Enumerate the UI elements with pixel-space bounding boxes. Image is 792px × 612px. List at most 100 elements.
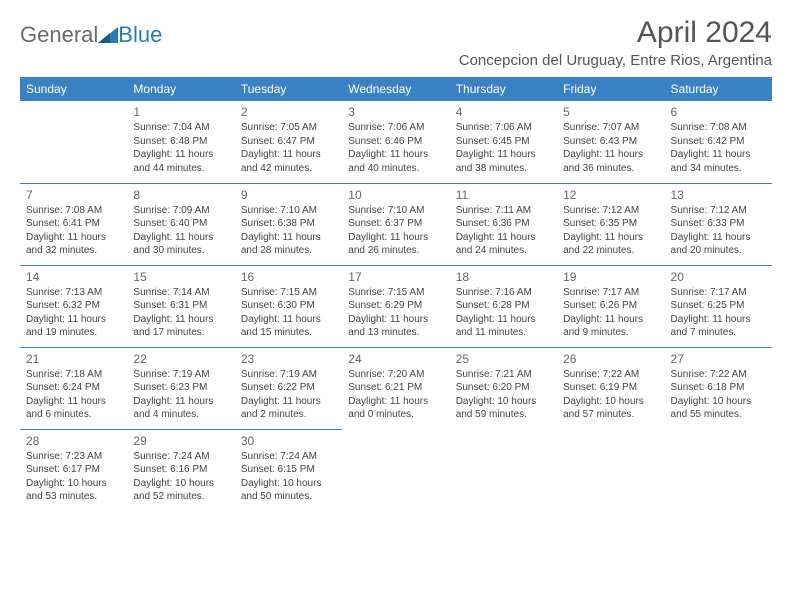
daylight-line: Daylight: 11 hours and 30 minutes. [133,231,228,258]
day-number: 14 [26,269,121,285]
sunrise-line: Sunrise: 7:14 AM [133,286,228,300]
calendar-cell: 18Sunrise: 7:16 AMSunset: 6:28 PMDayligh… [450,265,557,347]
calendar-cell: 3Sunrise: 7:06 AMSunset: 6:46 PMDaylight… [342,101,449,183]
day-number: 26 [563,351,658,367]
calendar-cell [342,429,449,511]
calendar-cell: 23Sunrise: 7:19 AMSunset: 6:22 PMDayligh… [235,347,342,429]
day-number: 3 [348,104,443,120]
month-title: April 2024 [459,16,772,50]
sunrise-line: Sunrise: 7:16 AM [456,286,551,300]
calendar-grid: SundayMondayTuesdayWednesdayThursdayFrid… [20,77,772,511]
day-number: 22 [133,351,228,367]
daylight-line: Daylight: 11 hours and 26 minutes. [348,231,443,258]
day-number: 5 [563,104,658,120]
sunset-line: Sunset: 6:23 PM [133,381,228,395]
sunset-line: Sunset: 6:45 PM [456,135,551,149]
sunrise-line: Sunrise: 7:19 AM [241,368,336,382]
daylight-line: Daylight: 11 hours and 28 minutes. [241,231,336,258]
calendar-cell: 25Sunrise: 7:21 AMSunset: 6:20 PMDayligh… [450,347,557,429]
day-number: 19 [563,269,658,285]
weekday-header: Friday [557,77,664,101]
sunset-line: Sunset: 6:21 PM [348,381,443,395]
title-block: April 2024 Concepcion del Uruguay, Entre… [459,16,772,69]
daylight-line: Daylight: 10 hours and 59 minutes. [456,395,551,422]
day-number: 30 [241,433,336,449]
logo-text-general: General [20,22,98,48]
daylight-line: Daylight: 11 hours and 2 minutes. [241,395,336,422]
day-number: 27 [671,351,766,367]
calendar-cell: 2Sunrise: 7:05 AMSunset: 6:47 PMDaylight… [235,101,342,183]
calendar-cell: 17Sunrise: 7:15 AMSunset: 6:29 PMDayligh… [342,265,449,347]
day-number: 13 [671,187,766,203]
weekday-header: Thursday [450,77,557,101]
sunset-line: Sunset: 6:43 PM [563,135,658,149]
daylight-line: Daylight: 11 hours and 32 minutes. [26,231,121,258]
daylight-line: Daylight: 11 hours and 4 minutes. [133,395,228,422]
calendar-cell: 22Sunrise: 7:19 AMSunset: 6:23 PMDayligh… [127,347,234,429]
sunset-line: Sunset: 6:19 PM [563,381,658,395]
sunset-line: Sunset: 6:26 PM [563,299,658,313]
calendar-cell: 10Sunrise: 7:10 AMSunset: 6:37 PMDayligh… [342,183,449,265]
calendar-cell: 27Sunrise: 7:22 AMSunset: 6:18 PMDayligh… [665,347,772,429]
sunset-line: Sunset: 6:46 PM [348,135,443,149]
sunrise-line: Sunrise: 7:06 AM [456,121,551,135]
sunset-line: Sunset: 6:35 PM [563,217,658,231]
day-number: 21 [26,351,121,367]
day-number: 8 [133,187,228,203]
sunset-line: Sunset: 6:28 PM [456,299,551,313]
daylight-line: Daylight: 11 hours and 19 minutes. [26,313,121,340]
sunrise-line: Sunrise: 7:12 AM [671,204,766,218]
sunset-line: Sunset: 6:25 PM [671,299,766,313]
sunrise-line: Sunrise: 7:10 AM [348,204,443,218]
calendar-cell: 16Sunrise: 7:15 AMSunset: 6:30 PMDayligh… [235,265,342,347]
location-text: Concepcion del Uruguay, Entre Rios, Arge… [459,52,772,69]
sunset-line: Sunset: 6:42 PM [671,135,766,149]
sunrise-line: Sunrise: 7:20 AM [348,368,443,382]
calendar-cell: 1Sunrise: 7:04 AMSunset: 6:48 PMDaylight… [127,101,234,183]
weekday-header: Sunday [20,77,127,101]
day-number: 24 [348,351,443,367]
sunrise-line: Sunrise: 7:11 AM [456,204,551,218]
sunset-line: Sunset: 6:48 PM [133,135,228,149]
daylight-line: Daylight: 10 hours and 55 minutes. [671,395,766,422]
sunset-line: Sunset: 6:24 PM [26,381,121,395]
sunrise-line: Sunrise: 7:22 AM [671,368,766,382]
sunset-line: Sunset: 6:16 PM [133,463,228,477]
sunset-line: Sunset: 6:47 PM [241,135,336,149]
daylight-line: Daylight: 11 hours and 40 minutes. [348,148,443,175]
daylight-line: Daylight: 10 hours and 52 minutes. [133,477,228,504]
daylight-line: Daylight: 10 hours and 50 minutes. [241,477,336,504]
weekday-header: Monday [127,77,234,101]
sunrise-line: Sunrise: 7:19 AM [133,368,228,382]
sunrise-line: Sunrise: 7:21 AM [456,368,551,382]
calendar-cell: 24Sunrise: 7:20 AMSunset: 6:21 PMDayligh… [342,347,449,429]
sunset-line: Sunset: 6:20 PM [456,381,551,395]
daylight-line: Daylight: 11 hours and 20 minutes. [671,231,766,258]
calendar-cell: 26Sunrise: 7:22 AMSunset: 6:19 PMDayligh… [557,347,664,429]
day-number: 23 [241,351,336,367]
weekday-header: Tuesday [235,77,342,101]
sunrise-line: Sunrise: 7:23 AM [26,450,121,464]
calendar-cell [450,429,557,511]
calendar-cell: 8Sunrise: 7:09 AMSunset: 6:40 PMDaylight… [127,183,234,265]
calendar-body: 1Sunrise: 7:04 AMSunset: 6:48 PMDaylight… [20,101,772,511]
sunset-line: Sunset: 6:38 PM [241,217,336,231]
calendar-cell: 20Sunrise: 7:17 AMSunset: 6:25 PMDayligh… [665,265,772,347]
day-number: 18 [456,269,551,285]
sunrise-line: Sunrise: 7:04 AM [133,121,228,135]
logo-triangle-icon [98,27,118,48]
sunset-line: Sunset: 6:37 PM [348,217,443,231]
sunset-line: Sunset: 6:31 PM [133,299,228,313]
calendar-cell: 29Sunrise: 7:24 AMSunset: 6:16 PMDayligh… [127,429,234,511]
calendar-header-row: SundayMondayTuesdayWednesdayThursdayFrid… [20,77,772,101]
day-number: 20 [671,269,766,285]
logo: General Blue [20,16,162,48]
day-number: 9 [241,187,336,203]
day-number: 12 [563,187,658,203]
day-number: 4 [456,104,551,120]
page-header: General Blue April 2024 Concepcion del U… [20,16,772,69]
daylight-line: Daylight: 11 hours and 11 minutes. [456,313,551,340]
sunset-line: Sunset: 6:22 PM [241,381,336,395]
daylight-line: Daylight: 11 hours and 7 minutes. [671,313,766,340]
sunset-line: Sunset: 6:29 PM [348,299,443,313]
